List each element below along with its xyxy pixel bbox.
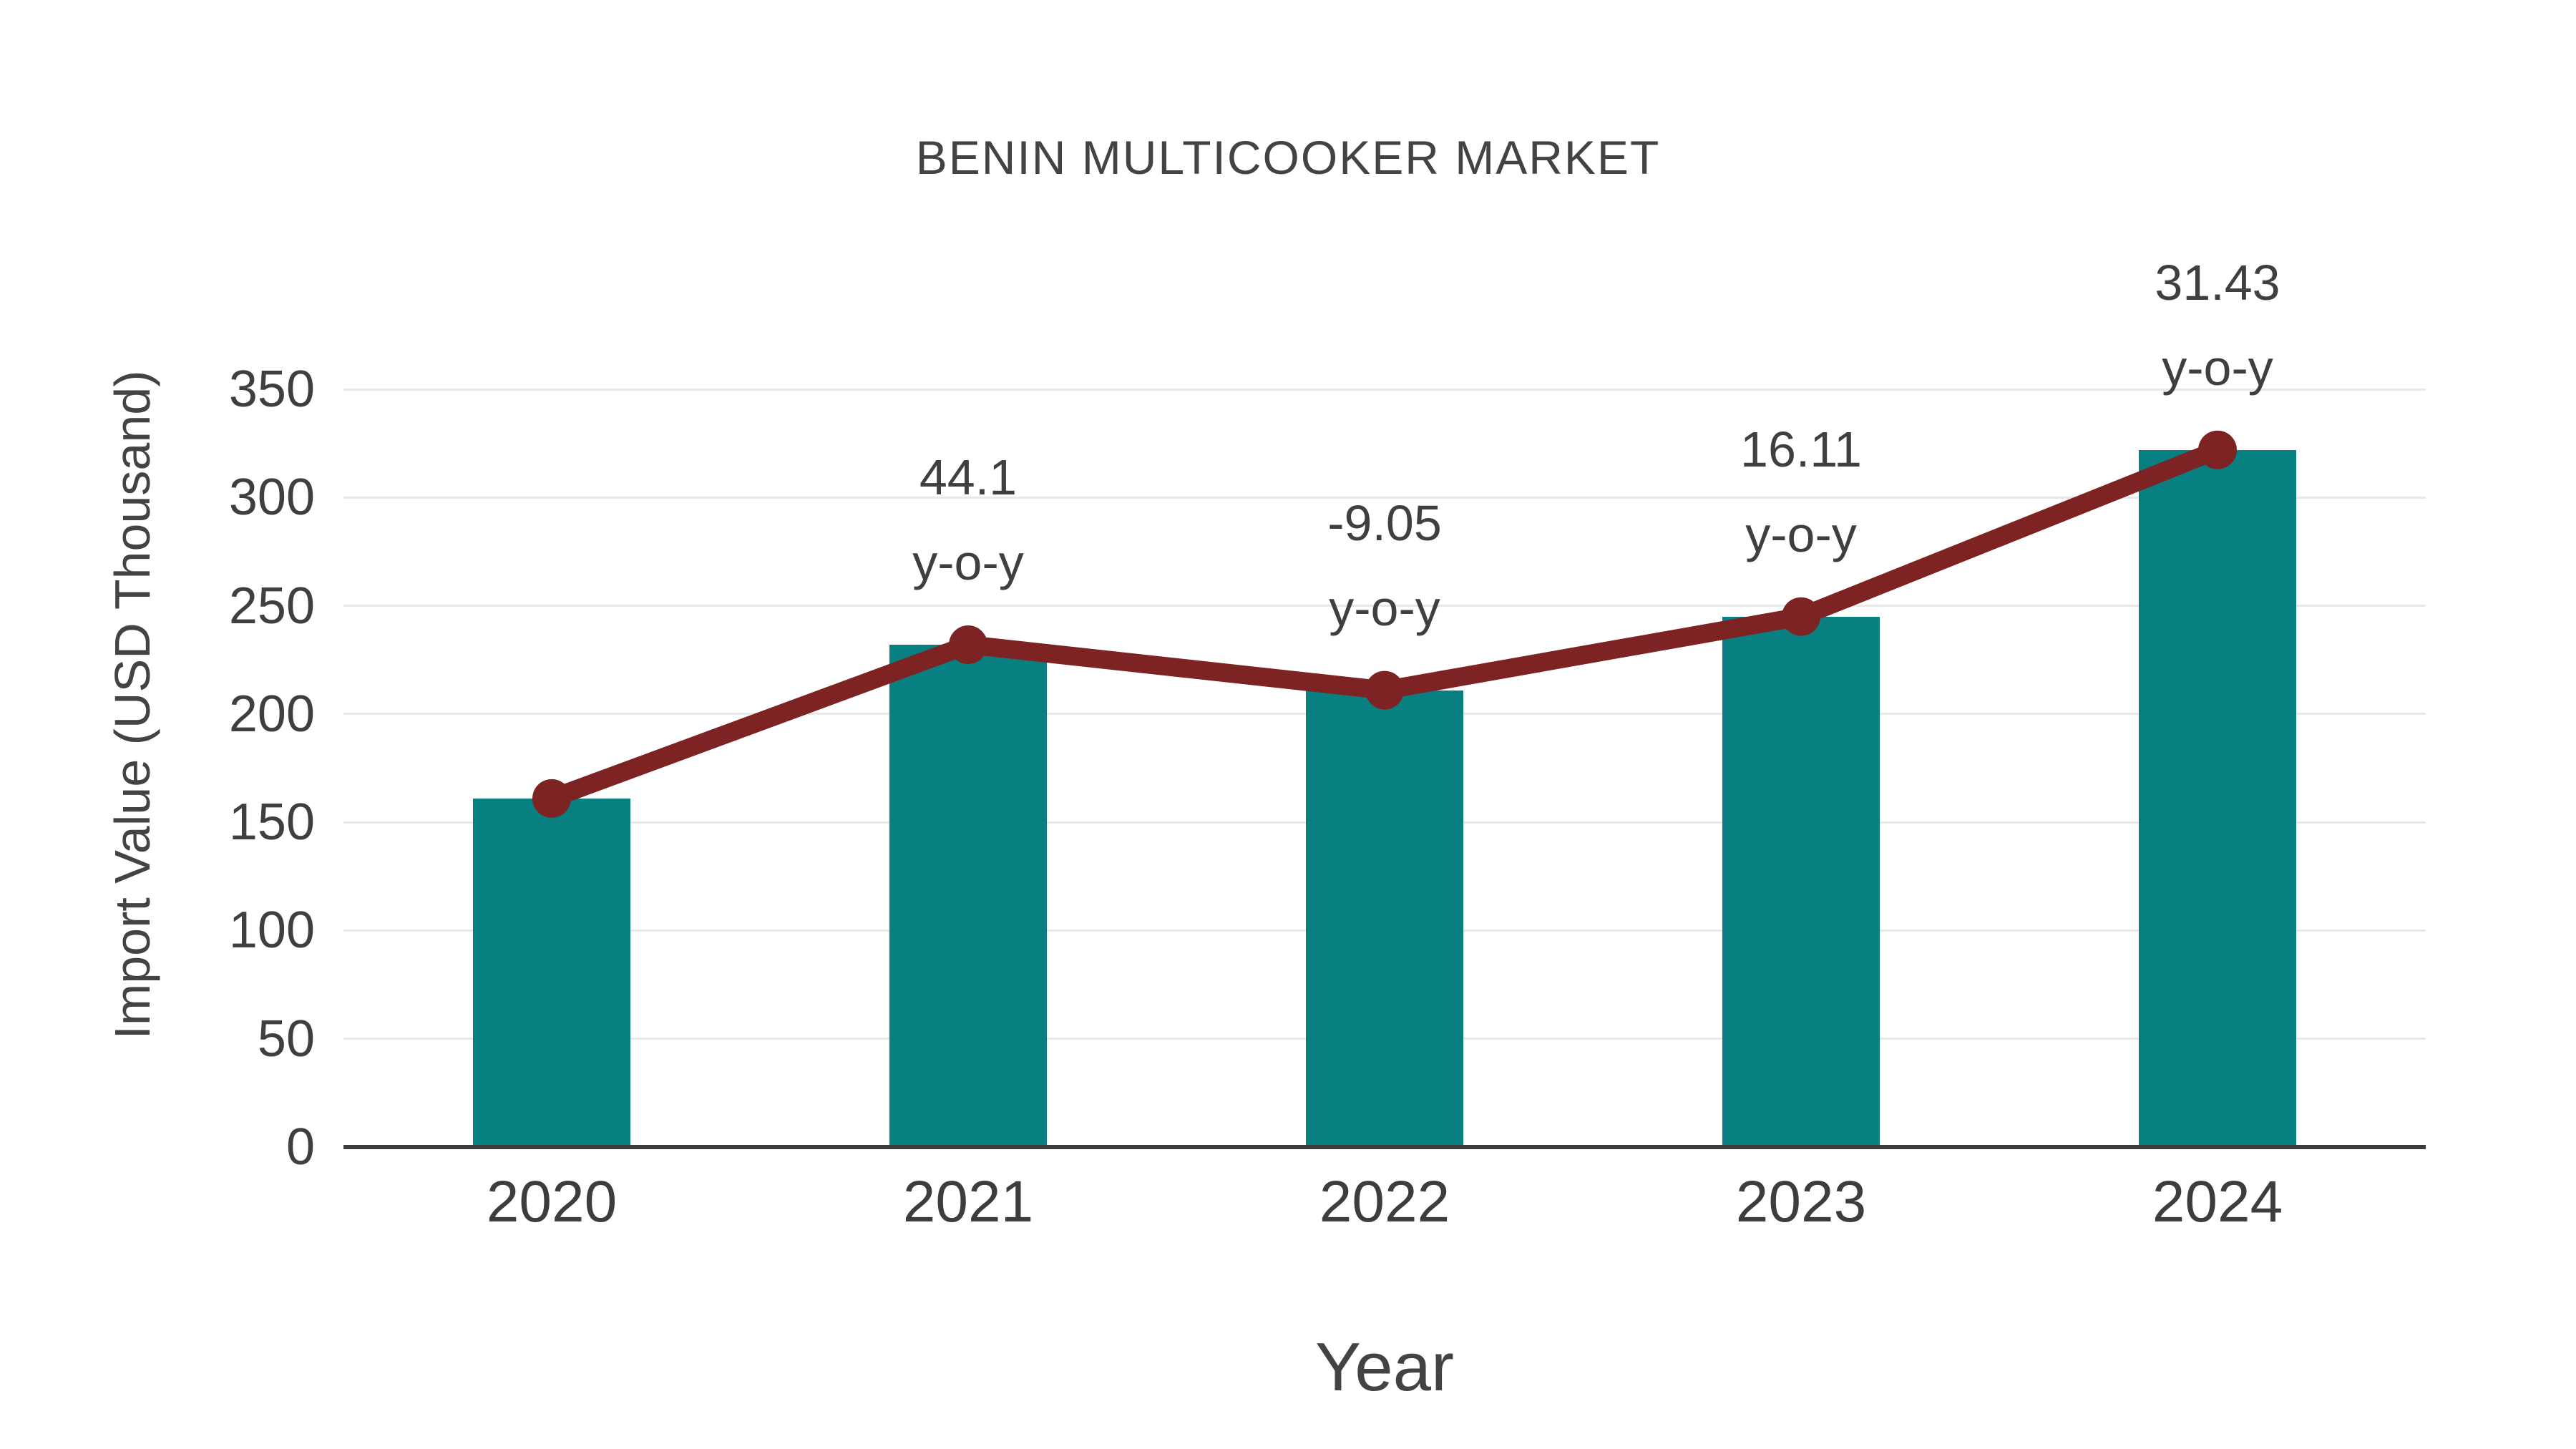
yoy-suffix-label: y-o-y [1745, 506, 1857, 562]
trend-line-layer [532, 430, 2237, 818]
bar-2021 [889, 645, 1047, 1147]
x-axis-line [343, 1145, 2426, 1149]
yoy-annotation-2023: 16.11 y-o-y [1740, 407, 1862, 577]
y-tick-label: 350 [228, 361, 315, 418]
data-point-marker-2022 [1365, 670, 1404, 710]
yoy-value-label: 44.1 [919, 449, 1018, 506]
data-point-marker-2021 [949, 625, 987, 665]
gridline [343, 605, 2426, 608]
x-tick-label-2020: 2020 [486, 1169, 618, 1234]
y-tick-label: 0 [286, 1118, 315, 1176]
bar-2023 [1722, 616, 1880, 1147]
y-tick-label: 150 [228, 794, 315, 852]
yoy-value-label: 16.11 [1740, 421, 1862, 477]
yoy-annotation-2022: -9.05 y-o-y [1327, 481, 1442, 651]
y-tick-label: 300 [228, 469, 315, 527]
yoy-value-label: -9.05 [1327, 494, 1442, 551]
plot-area: 44.1 y-o-y -9.05 y-o-y 16.11 y-o-y 31.43 y-o-y [343, 255, 2426, 1149]
gridline [343, 388, 2426, 391]
y-tick-label: 50 [257, 1010, 315, 1068]
y-tick-label: 250 [228, 577, 315, 635]
bar-2024 [2139, 449, 2296, 1147]
chart-title: BENIN MULTICOOKER MARKET [915, 131, 1661, 184]
x-axis-tick-labels: 2020 2021 2022 2023 2024 [343, 1169, 2426, 1247]
data-point-marker-2023 [1782, 597, 1820, 636]
x-tick-label-2022: 2022 [1319, 1169, 1450, 1234]
data-point-marker-2024 [2198, 430, 2237, 469]
yoy-annotation-2021: 44.1 y-o-y [912, 435, 1024, 605]
yoy-suffix-label: y-o-y [912, 535, 1024, 591]
y-tick-label: 200 [228, 685, 315, 743]
yoy-suffix-label: y-o-y [2162, 339, 2273, 396]
x-tick-label-2024: 2024 [2152, 1169, 2283, 1234]
y-tick-label: 100 [228, 902, 315, 960]
x-axis-title: Year [1315, 1329, 1454, 1405]
gridline [343, 496, 2426, 499]
yoy-value-label: 31.43 [2155, 254, 2280, 311]
data-point-marker-2020 [532, 779, 571, 818]
x-tick-label-2021: 2021 [902, 1169, 1034, 1234]
y-axis-tick-labels: 0 50 100 150 200 250 300 350 [0, 364, 329, 1173]
x-tick-label-2023: 2023 [1735, 1169, 1867, 1234]
yoy-annotation-2024: 31.43 y-o-y [2155, 240, 2280, 411]
yoy-suffix-label: y-o-y [1329, 580, 1440, 636]
bar-2020 [473, 798, 630, 1147]
bar-2022 [1306, 690, 1463, 1147]
